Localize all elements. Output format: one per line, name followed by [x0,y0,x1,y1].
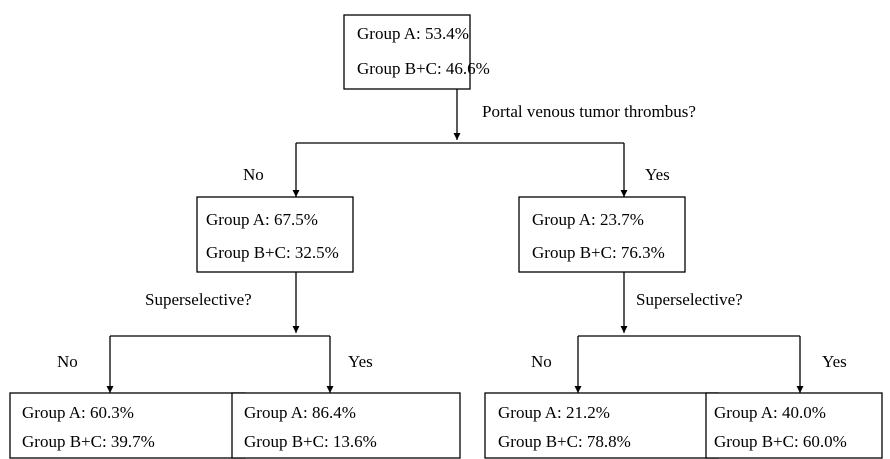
branch-label: No [57,352,78,371]
branch-label: No [243,165,264,184]
node-line: Group A: 23.7% [532,210,644,229]
node-box [484,392,719,459]
connectors [106,89,804,393]
node: Group A: 53.4% Group B+C: 46.6% [343,14,490,90]
node: Group A: 60.3% Group B+C: 39.7% [9,392,246,459]
node-box [9,392,246,459]
node-line: Group A: 53.4% [357,24,469,43]
node-line: Group B+C: 60.0% [714,432,847,451]
node-line: Group A: 60.3% [22,403,134,422]
node-line: Group B+C: 32.5% [206,243,339,262]
node: Group A: 21.2% Group B+C: 78.8% [484,392,719,459]
node-line: Group B+C: 76.3% [532,243,665,262]
node: Group A: 86.4% Group B+C: 13.6% [231,392,461,459]
node: Group A: 67.5% Group B+C: 32.5% [196,196,354,273]
node-line: Group A: 86.4% [244,403,356,422]
node-box [196,196,354,273]
question: Portal venous tumor thrombus? [482,102,696,121]
node: Group A: 23.7% Group B+C: 76.3% [518,196,686,273]
node-box [231,392,461,459]
node-box [343,14,471,90]
branch-label: Yes [822,352,847,371]
node-line: Group A: 21.2% [498,403,610,422]
question: Superselective? [636,290,743,309]
branch-label: Yes [645,165,670,184]
node-box [705,392,883,459]
node-line: Group B+C: 78.8% [498,432,631,451]
question: Superselective? [145,290,252,309]
node-box [518,196,686,273]
branch-label: Yes [348,352,373,371]
node-line: Group B+C: 46.6% [357,59,490,78]
node-line: Group B+C: 39.7% [22,432,155,451]
branch-label: No [531,352,552,371]
node: Group A: 40.0% Group B+C: 60.0% [705,392,883,459]
node-line: Group A: 67.5% [206,210,318,229]
node-line: Group A: 40.0% [714,403,826,422]
node-line: Group B+C: 13.6% [244,432,377,451]
